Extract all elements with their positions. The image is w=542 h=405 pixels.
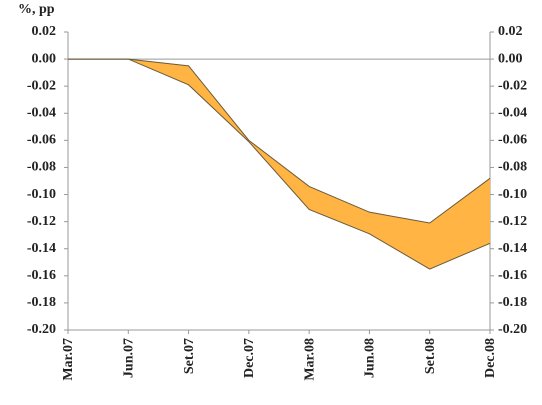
y-tick-label: 0.00 [32, 51, 57, 66]
y-tick-label: -0.02 [27, 78, 56, 93]
x-tick-label: Jun.08 [363, 338, 378, 378]
x-tick-label: Set.07 [182, 338, 197, 374]
y2-tick-label: 0.02 [498, 24, 523, 39]
y2-tick-label: -0.14 [498, 241, 527, 256]
x-tick-label: Set.08 [423, 338, 438, 374]
y2-tick-label: -0.10 [498, 187, 527, 202]
y-tick-label: -0.06 [27, 133, 56, 148]
y2-tick-label: -0.04 [498, 105, 527, 120]
x-tick-label: Mar.07 [61, 338, 76, 381]
band-area [68, 59, 490, 270]
y-tick-label: -0.18 [27, 295, 56, 310]
y-tick-label: -0.14 [27, 241, 56, 256]
y-tick-label: -0.08 [27, 160, 56, 175]
x-tick-label: Jun.07 [122, 338, 137, 378]
y2-tick-label: -0.20 [498, 322, 527, 337]
y2-tick-label: 0.00 [498, 51, 523, 66]
y2-tick-label: -0.08 [498, 160, 527, 175]
y2-tick-label: -0.02 [498, 78, 527, 93]
y-tick-label: -0.10 [27, 187, 56, 202]
y-tick-label: -0.04 [27, 105, 56, 120]
y-tick-label: -0.16 [27, 268, 56, 283]
y2-tick-label: -0.12 [498, 214, 527, 229]
y-axis-label: %, pp [18, 2, 55, 17]
y-tick-label: -0.12 [27, 214, 56, 229]
y-tick-label: -0.20 [27, 322, 56, 337]
y2-tick-label: -0.06 [498, 133, 527, 148]
band-edge [68, 58, 491, 270]
y2-tick-label: -0.16 [498, 268, 527, 283]
x-tick-label: Dec.07 [242, 338, 257, 378]
y-tick-label: 0.02 [32, 24, 57, 39]
x-tick-label: Dec.08 [483, 338, 498, 378]
band-edge [68, 58, 491, 224]
x-tick-label: Mar.08 [302, 338, 317, 381]
y2-tick-label: -0.18 [498, 295, 527, 310]
